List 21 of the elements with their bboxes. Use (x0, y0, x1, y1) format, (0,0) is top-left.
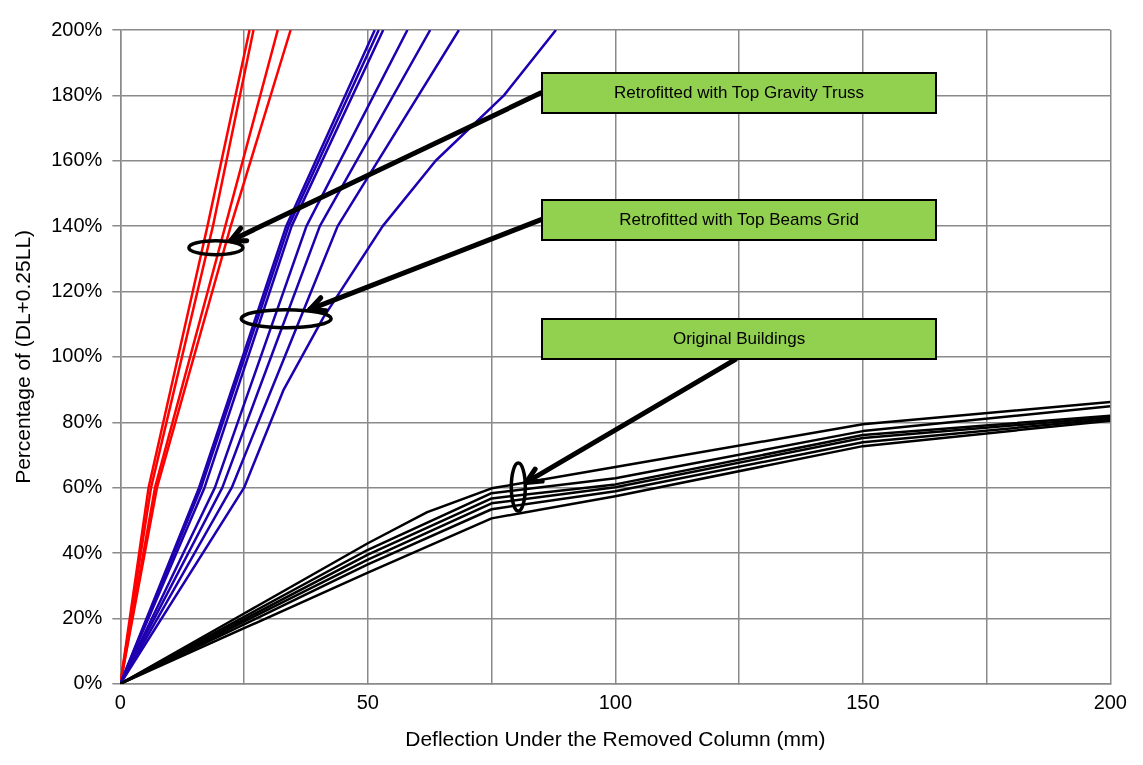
x-tick-label: 50 (356, 691, 379, 714)
y-tick-label: 20% (62, 605, 103, 628)
y-tick-label: 100% (51, 344, 103, 367)
y-tick-label: 160% (51, 148, 103, 171)
y-tick-label: 0% (73, 671, 103, 694)
y-tick-label: 40% (62, 540, 103, 563)
annotation: Original Buildings (672, 328, 806, 349)
y-tick-label: 200% (51, 17, 103, 40)
y-tick-label: 180% (51, 82, 103, 105)
annotation: Retrofitted with Top Gravity Truss (614, 82, 865, 103)
annotation: Retrofitted with Top Beams Grid (619, 209, 859, 230)
y-tick-label: 60% (62, 475, 103, 498)
y-tick-label: 80% (62, 409, 103, 432)
x-tick-label: 0 (114, 691, 126, 714)
y-tick-label: 140% (51, 213, 103, 236)
x-tick-label: 200 (1093, 691, 1127, 714)
x-axis-title: Deflection Under the Removed Column (mm) (405, 727, 826, 751)
x-tick-label: 100 (598, 691, 633, 714)
x-tick-label: 150 (846, 691, 880, 714)
y-axis-title: Percentage of (DL+0.25LL) (11, 229, 35, 484)
y-tick-label: 120% (51, 279, 103, 302)
